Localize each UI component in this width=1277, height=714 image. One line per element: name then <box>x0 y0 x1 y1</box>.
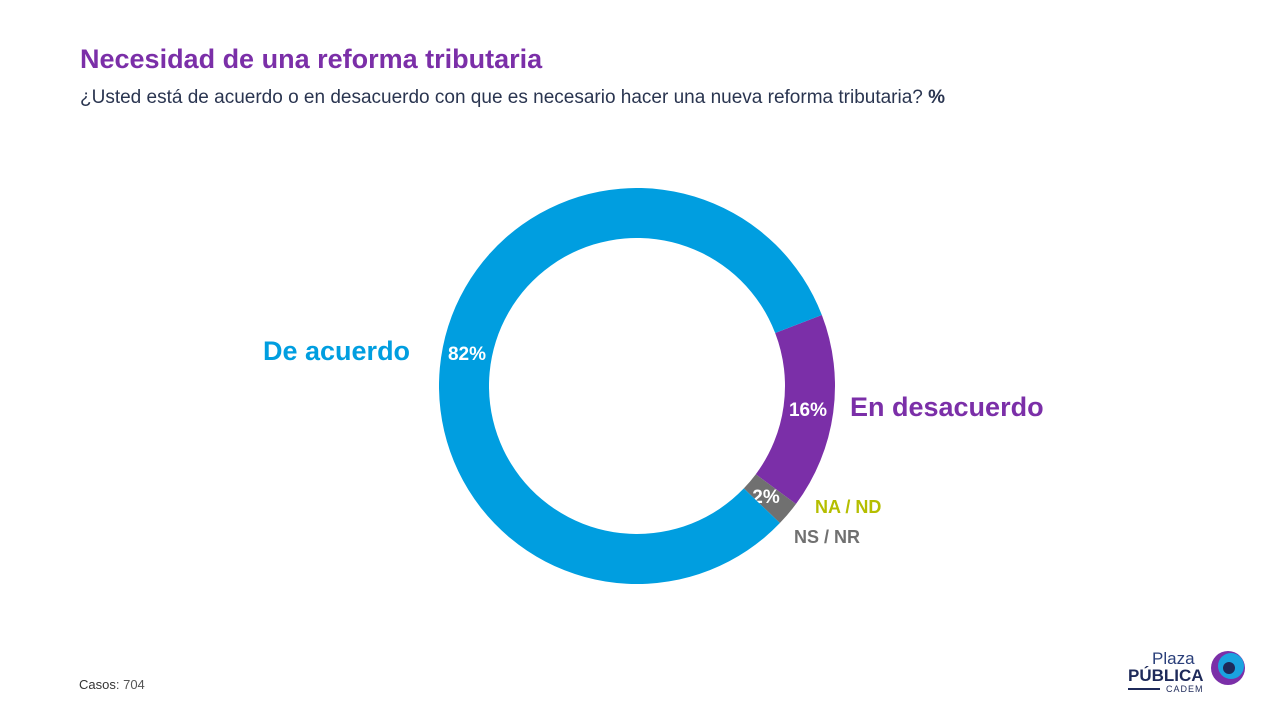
plaza-publica-cadem-logo: Plaza PÚBLICA CADEM <box>1126 648 1251 693</box>
svg-text:Plaza: Plaza <box>1152 649 1195 668</box>
data-label: 16% <box>789 400 827 421</box>
subtitle-unit: % <box>928 87 946 108</box>
chart-title: Necesidad de una reforma tributaria <box>80 44 543 74</box>
cases-value: 704 <box>123 677 145 692</box>
cases-count: Casos: 704 <box>79 677 145 692</box>
legend-na-nd: NA / ND <box>815 497 882 517</box>
slice-de-acuerdo <box>438 188 822 584</box>
data-label: 82% <box>448 344 486 365</box>
legend-en-desacuerdo: En desacuerdo <box>850 392 1044 422</box>
subtitle-text: ¿Usted está de acuerdo o en desacuerdo c… <box>80 87 923 108</box>
cases-label: Casos <box>79 677 116 692</box>
slice-ns-nr <box>743 474 796 524</box>
chart-subtitle: ¿Usted está de acuerdo o en desacuerdo c… <box>80 87 945 109</box>
legend-de-acuerdo: De acuerdo <box>263 336 411 366</box>
slice-en-desacuerdo <box>755 315 836 505</box>
svg-text:PÚBLICA: PÚBLICA <box>1128 666 1204 685</box>
data-label: 2% <box>752 487 780 508</box>
legend-ns-nr: NS / NR <box>794 527 861 547</box>
svg-text:CADEM: CADEM <box>1166 684 1204 693</box>
